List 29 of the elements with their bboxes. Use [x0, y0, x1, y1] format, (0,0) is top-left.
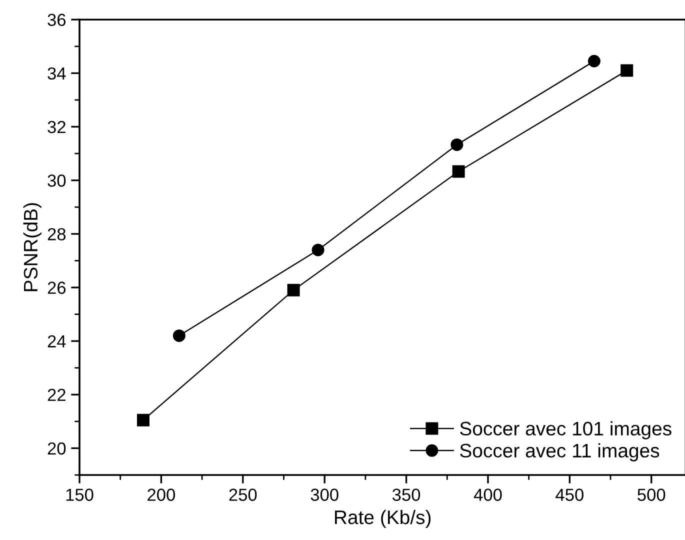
point — [172, 329, 186, 342]
y-tick-label: 24 — [48, 335, 66, 348]
point — [450, 138, 464, 151]
x-tick-label: 350 — [392, 488, 420, 501]
y-axis-title: PSNR(dB) — [23, 203, 42, 292]
y-tick-label: 28 — [48, 228, 66, 240]
y-tick-label: 36 — [48, 14, 66, 26]
y-tick-label: 32 — [48, 120, 66, 134]
y-tick-label: 30 — [48, 174, 66, 187]
x-tick-label: 300 — [310, 488, 338, 501]
x-tick-label: 450 — [556, 488, 584, 501]
point — [588, 54, 600, 68]
legend-label: Soccer avec 11 images — [460, 443, 660, 462]
point — [287, 284, 300, 296]
x-tick-label: 400 — [474, 488, 502, 501]
y-tick-label: 34 — [48, 67, 66, 80]
point — [452, 165, 465, 178]
x-tick-label: 150 — [66, 488, 94, 501]
x-tick-label: 500 — [638, 488, 666, 501]
y-tick-label: 20 — [48, 442, 66, 455]
legend-label: Soccer avec 101 images — [460, 421, 672, 440]
point — [620, 64, 634, 77]
x-axis-title: Rate (Kb/s) — [335, 510, 431, 528]
point — [312, 244, 324, 256]
point — [136, 414, 150, 426]
y-tick-label: 22 — [48, 388, 66, 401]
x-tick-label: 250 — [229, 488, 257, 501]
x-tick-label: 200 — [148, 488, 175, 501]
y-tick-label: 26 — [48, 282, 66, 294]
